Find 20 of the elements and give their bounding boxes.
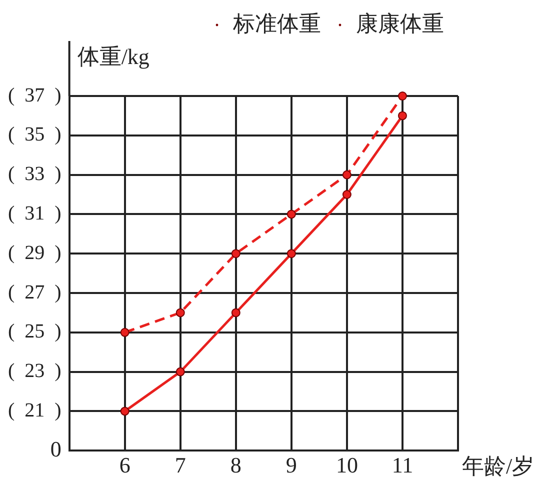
y-tick-label: ( 37 ) — [8, 84, 62, 106]
x-tick-label: 11 — [392, 452, 414, 478]
x-tick-label: 9 — [286, 452, 297, 478]
y-tick-label: ( 33 ) — [8, 163, 62, 186]
text: 0 — [50, 436, 62, 462]
y-tick-label: ( 27 ) — [8, 281, 62, 304]
x-tick-label: 8 — [230, 452, 242, 478]
y-tick-label: ( 31 ) — [8, 202, 62, 224]
legend-label: 标准体重 — [232, 10, 321, 36]
y-tick-label: ( 29 ) — [8, 242, 62, 264]
x-axis-title: 年龄/岁 — [462, 453, 534, 478]
y-tick-label: ( 23 ) — [8, 360, 62, 382]
x-tick-label: 7 — [174, 452, 186, 478]
x-tick-label: 6 — [119, 452, 130, 478]
x-tick-label: 10 — [336, 452, 358, 478]
legend-label: 康康体重 — [356, 10, 444, 36]
y-axis-title: 体重/kg — [77, 44, 150, 69]
y-tick-label: ( 25 ) — [8, 320, 62, 343]
y-tick-label: ( 21 ) — [8, 399, 62, 422]
y-tick-label: ( 35 ) — [8, 124, 62, 146]
